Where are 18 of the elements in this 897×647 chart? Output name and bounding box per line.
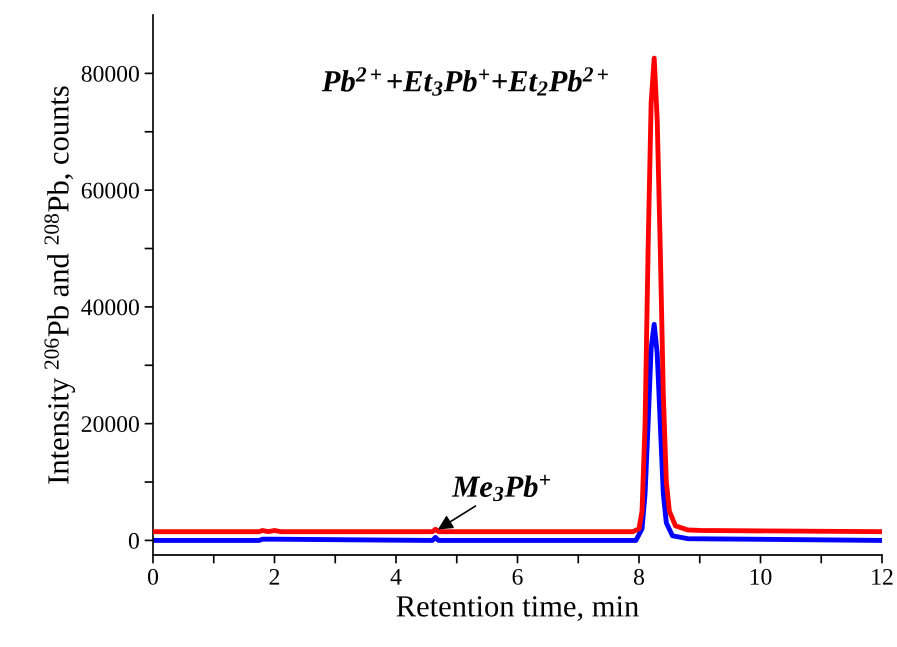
y-tick-label: 20000: [82, 416, 139, 432]
line-series: [153, 322, 882, 543]
y-tick-label: 60000: [82, 182, 139, 199]
line-series: [153, 56, 882, 534]
x-tick-label: 2: [270, 568, 280, 585]
x-tick-label: 8: [634, 568, 644, 585]
text: Pb$^{2+}$+Et$_{3}$Pb$^{+}$+Et$_{2}$Pb$^{2+}$: [322, 67, 608, 96]
x-tick-label: 4: [390, 569, 402, 585]
x-tick-label: 12: [872, 568, 893, 585]
x-tick-label: 10: [750, 568, 772, 585]
y-tick-label: 40000: [81, 299, 139, 316]
y-axis-title: Intensity $^{206}$Pb and $^{208}$Pb, counts: [44, 86, 75, 484]
y-tick-label: 80000: [82, 66, 139, 82]
x-axis-title: Retention time, min: [396, 596, 639, 622]
x-tick-label: 0: [148, 568, 158, 585]
x-tick-label: 6: [512, 568, 523, 585]
y-tick-label: 0: [128, 532, 139, 549]
annotation: Me$_{3}$Pb$^{+}$: [452, 474, 550, 502]
